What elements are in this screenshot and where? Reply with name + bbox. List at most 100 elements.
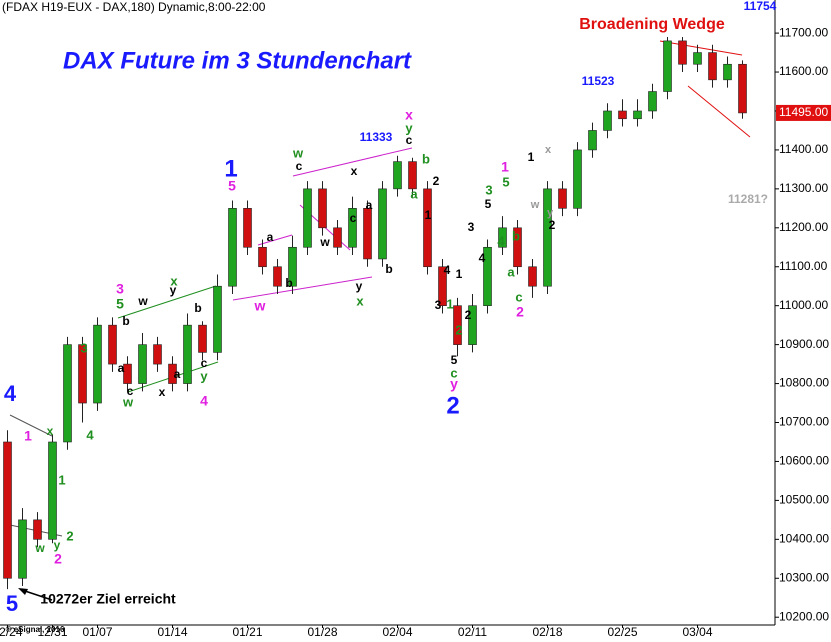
candle-body bbox=[318, 188, 327, 229]
wave-label: 2 bbox=[455, 322, 462, 337]
wave-label: x bbox=[405, 107, 413, 123]
wave-label: b bbox=[122, 314, 129, 328]
candle-body bbox=[603, 110, 612, 131]
x-tick-label: 12/31 bbox=[37, 625, 67, 639]
wave-label: 2 bbox=[549, 218, 556, 232]
y-tick-label: 11100.00 bbox=[779, 259, 828, 273]
candle-body bbox=[123, 363, 132, 384]
wave-label: 1 bbox=[528, 150, 535, 164]
candle-body bbox=[183, 324, 192, 384]
wave-label: 3 bbox=[116, 281, 124, 297]
candle-body bbox=[738, 63, 747, 114]
candle-body bbox=[408, 161, 417, 190]
candle-body bbox=[468, 305, 477, 345]
wave-label: 2 bbox=[54, 551, 62, 567]
candle-body bbox=[543, 188, 552, 287]
x-tick-label: 01/07 bbox=[82, 625, 112, 639]
wave-label: w bbox=[292, 145, 304, 160]
candle-body bbox=[288, 246, 297, 287]
wave-label: a bbox=[410, 186, 418, 201]
wave-label: 2 bbox=[516, 304, 524, 320]
chart-title: DAX Future im 3 Stundenchart bbox=[63, 47, 412, 74]
wave-label: y bbox=[170, 283, 177, 297]
wave-label: 5 bbox=[451, 353, 458, 367]
wave-label: y bbox=[356, 279, 363, 293]
candle-body bbox=[483, 246, 492, 306]
candle-body bbox=[138, 344, 147, 384]
wave-label: 4 bbox=[200, 393, 208, 409]
x-tick-label: 02/18 bbox=[532, 625, 562, 639]
x-tick-label: 01/28 bbox=[307, 625, 337, 639]
y-tick-label: 10800.00 bbox=[779, 376, 829, 390]
y-tick-label: 10300.00 bbox=[779, 570, 829, 584]
candle-body bbox=[333, 227, 342, 248]
wave-label: © eSignal, 2016 bbox=[6, 625, 65, 634]
x-tick-label: 01/21 bbox=[232, 625, 262, 639]
wave-label: 4 bbox=[86, 427, 94, 442]
candle-body bbox=[648, 91, 657, 112]
candle-body bbox=[663, 40, 672, 92]
wave-label: c bbox=[450, 365, 457, 380]
wave-label: 11333 bbox=[360, 130, 393, 144]
wedge-lines bbox=[659, 40, 751, 138]
wave-label: 5 bbox=[485, 197, 492, 211]
candle-body bbox=[168, 363, 177, 384]
wave-label: b bbox=[422, 151, 430, 166]
candle-body bbox=[453, 305, 462, 345]
wave-label: x bbox=[170, 273, 178, 288]
candle-body bbox=[618, 110, 627, 120]
arrow bbox=[18, 588, 53, 601]
x-tick-label: 03/04 bbox=[682, 625, 712, 639]
last-price-label: 11495.00 bbox=[779, 105, 828, 119]
wave-label: b bbox=[285, 276, 292, 290]
candle-body bbox=[18, 519, 27, 579]
wave-label: 1 bbox=[446, 296, 453, 311]
wave-label: y bbox=[450, 376, 458, 392]
y-tick-label: 10600.00 bbox=[779, 454, 829, 468]
x-tick-label: 02/04 bbox=[382, 625, 412, 639]
wave-label: y bbox=[547, 207, 554, 219]
wave-label: c bbox=[515, 289, 522, 304]
wave-label: 2 bbox=[433, 174, 440, 188]
x-tick-label: 01/14 bbox=[157, 625, 187, 639]
wave-label: 5 bbox=[6, 591, 18, 616]
wave-label: 1 bbox=[425, 208, 432, 222]
candle-body bbox=[78, 344, 87, 404]
candle-body bbox=[378, 188, 387, 260]
y-tick-label: 10400.00 bbox=[779, 532, 829, 546]
wave-label: c bbox=[350, 211, 357, 225]
x-tick-label: 02/11 bbox=[458, 625, 487, 639]
wave-label: 1 bbox=[501, 159, 509, 175]
candle-body bbox=[33, 519, 42, 540]
candle-body bbox=[678, 40, 687, 65]
y-tick-label: 11700.00 bbox=[779, 25, 828, 39]
candle-body bbox=[513, 227, 522, 268]
wave-label: 3 bbox=[485, 182, 492, 197]
candle-body bbox=[438, 266, 447, 306]
candle-body bbox=[723, 63, 732, 81]
candle-body bbox=[498, 227, 507, 248]
last-price-tag bbox=[776, 104, 831, 121]
wave-label: w bbox=[122, 394, 134, 409]
candle-body bbox=[63, 344, 72, 443]
wave-label: x bbox=[47, 424, 54, 438]
x-tick-label: 12/24 bbox=[0, 625, 23, 639]
y-tick-label: 10700.00 bbox=[779, 415, 829, 429]
wave-label: c bbox=[296, 159, 303, 173]
wave-label: y bbox=[200, 368, 208, 383]
wave-label: y bbox=[405, 120, 413, 135]
wave-label: 3 bbox=[80, 340, 87, 355]
candle-body bbox=[528, 266, 537, 287]
wave-label: w bbox=[137, 294, 148, 308]
wave-label: 4 bbox=[497, 233, 505, 248]
wave-label: c bbox=[201, 356, 208, 370]
candle-body bbox=[198, 324, 207, 353]
wave-label: w bbox=[34, 541, 45, 555]
candle-body bbox=[213, 285, 222, 353]
y-tick-label: 10200.00 bbox=[779, 609, 829, 623]
wave-label: 1 bbox=[58, 472, 65, 487]
wave-label: 11523 bbox=[582, 74, 615, 88]
wave-label: 4 bbox=[444, 263, 451, 277]
y-tick-label: 10900.00 bbox=[779, 337, 829, 351]
y-tick-label: 11300.00 bbox=[779, 181, 828, 195]
